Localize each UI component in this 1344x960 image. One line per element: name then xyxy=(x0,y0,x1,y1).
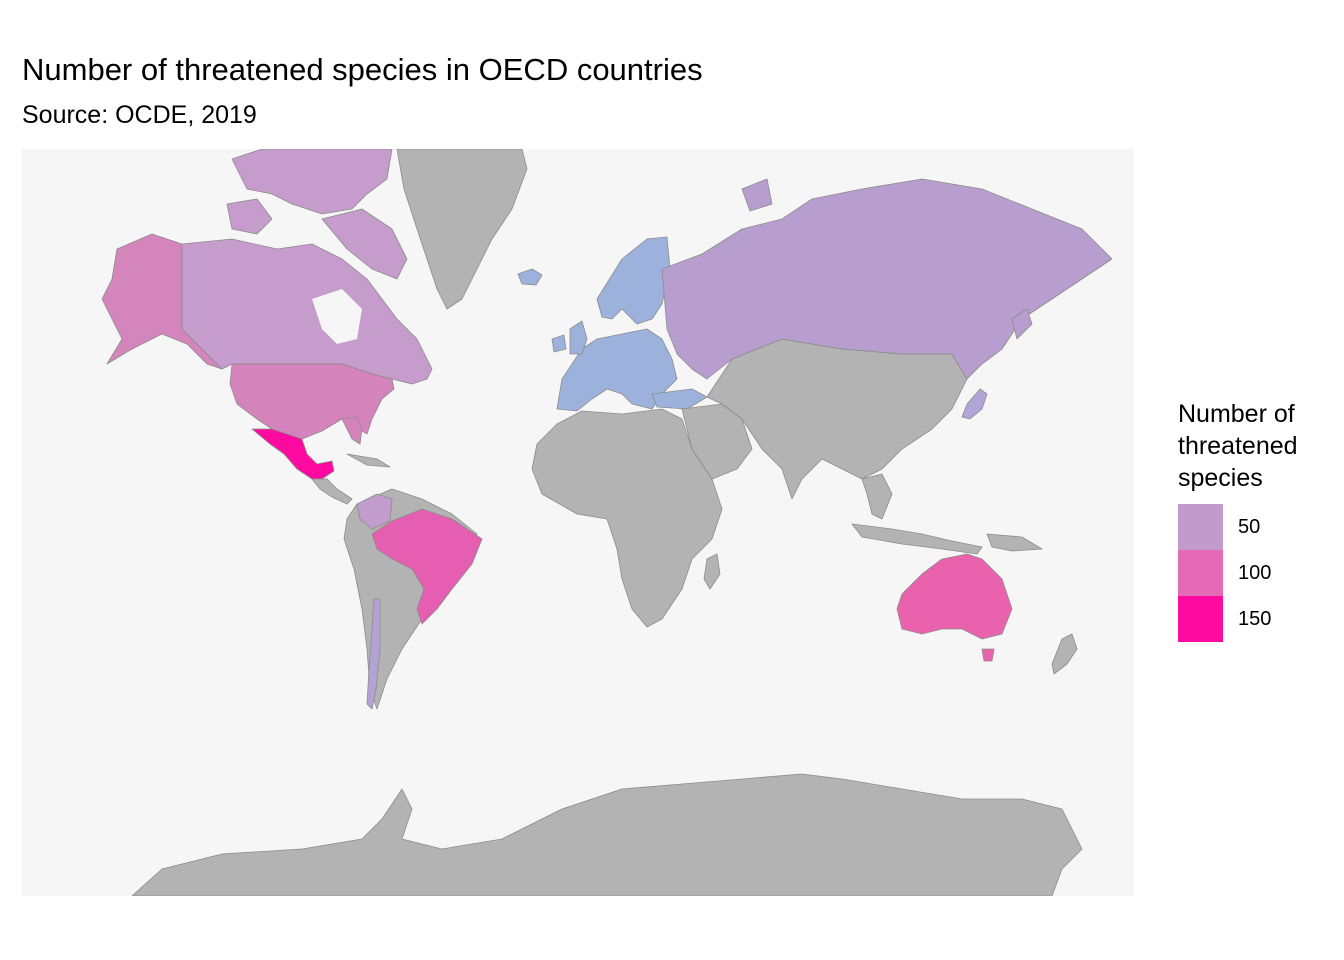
region-africa xyxy=(531,408,723,628)
region-canada xyxy=(181,238,433,385)
region-uk xyxy=(569,320,588,355)
map-title: Number of threatened species in OECD cou… xyxy=(22,52,703,87)
region-canada-north-island xyxy=(226,198,273,235)
region-tasmania xyxy=(981,648,995,662)
region-madagascar xyxy=(703,553,721,590)
region-florida xyxy=(341,416,363,445)
region-iceland xyxy=(517,268,543,286)
region-baffin xyxy=(321,208,408,280)
legend-label: 150 xyxy=(1238,608,1272,630)
legend-item: 150 xyxy=(1178,596,1338,642)
region-central-america xyxy=(311,478,353,505)
legend-item: 100 xyxy=(1178,550,1338,596)
region-scandinavia xyxy=(596,236,671,325)
region-antarctica xyxy=(131,773,1083,896)
region-indonesia xyxy=(851,523,983,555)
region-colombia xyxy=(356,493,393,530)
region-ireland xyxy=(551,334,567,353)
region-new-zealand xyxy=(1051,633,1078,675)
legend-label: 100 xyxy=(1238,562,1272,584)
region-cuba xyxy=(346,453,391,468)
region-brazil xyxy=(371,508,483,625)
land-layer xyxy=(101,149,1113,896)
legend-swatch xyxy=(1178,550,1223,596)
region-greenland xyxy=(396,149,528,310)
region-australia xyxy=(896,553,1013,640)
world-map xyxy=(22,149,1134,896)
map-subtitle: Source: OCDE, 2019 xyxy=(22,101,257,129)
legend-label: 50 xyxy=(1238,516,1261,538)
region-new-guinea xyxy=(986,533,1043,552)
legend-swatch xyxy=(1178,596,1223,642)
map-legend: Number of threatened species 50 100 150 xyxy=(1178,398,1338,642)
region-mexico xyxy=(251,428,335,480)
region-southeast-asia xyxy=(861,473,893,520)
region-sakhalin xyxy=(1011,308,1033,340)
legend-title-line: Number of xyxy=(1178,400,1295,428)
region-turkey xyxy=(651,388,708,410)
legend-title-line: threatened xyxy=(1178,432,1298,460)
legend-item: 50 xyxy=(1178,504,1338,550)
region-japan xyxy=(961,388,988,420)
region-canada-islands xyxy=(231,149,393,215)
hudson-bay xyxy=(312,289,362,344)
legend-swatch xyxy=(1178,504,1223,550)
region-russia-island xyxy=(741,178,773,212)
region-chile xyxy=(366,598,381,710)
legend-title-line: species xyxy=(1178,464,1263,492)
legend-title: Number of threatened species xyxy=(1178,398,1338,494)
